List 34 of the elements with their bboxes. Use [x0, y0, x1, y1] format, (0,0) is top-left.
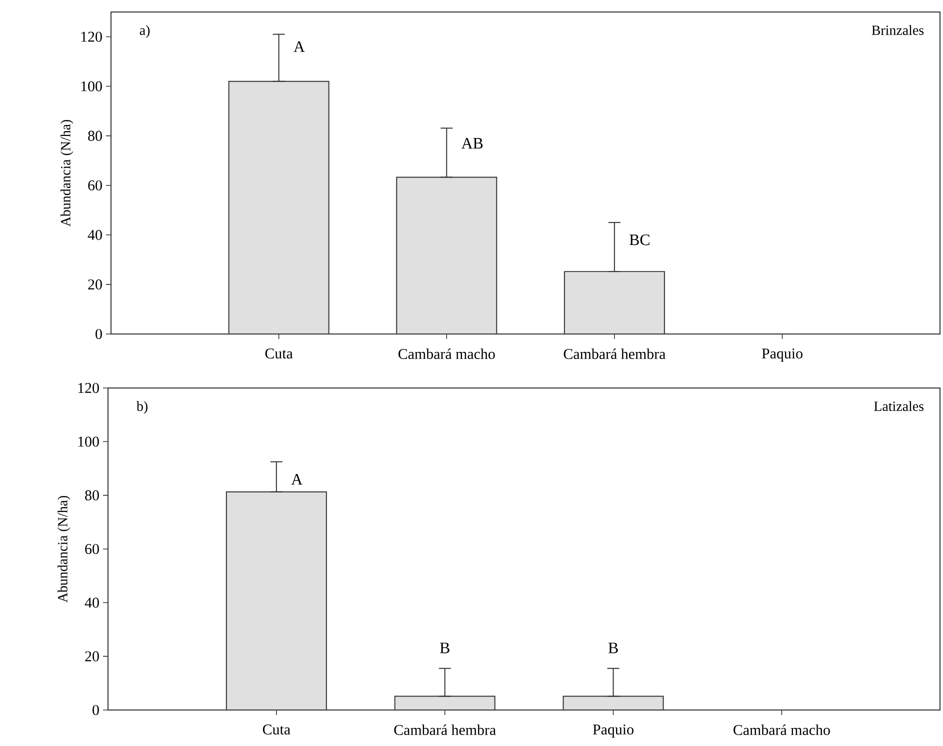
x-tick-label: Cambará macho [734, 724, 830, 736]
y-tick-label: 100 [81, 81, 102, 92]
x-tick-label: Cambará hembra [564, 348, 666, 360]
annotation: b) [136, 401, 148, 414]
x-tick-label: Cambará hembra [394, 724, 496, 736]
annotation: A [294, 41, 305, 52]
y-tick-label: 60 [85, 544, 99, 554]
annotation: Latizales [874, 401, 924, 411]
x-tick-label: Paquio [592, 724, 634, 738]
y-tick-label: 0 [96, 328, 102, 340]
annotation: B [440, 642, 450, 654]
y-tick-label: 20 [85, 651, 99, 662]
annotation: BC [630, 234, 650, 246]
y-tick-label: 80 [88, 130, 102, 141]
annotation: A [291, 474, 302, 484]
x-tick-label: Cuta [262, 724, 290, 735]
y-tick-label: 100 [78, 436, 99, 447]
y-tick-label: 20 [88, 279, 102, 290]
annotation: a) [140, 25, 150, 38]
y-tick-label: 60 [88, 180, 102, 190]
annotation: B [608, 642, 618, 654]
annotation: Brinzales [872, 25, 924, 35]
y-tick-label: 40 [88, 230, 102, 240]
y-tick-label: 40 [84, 598, 99, 608]
y-axis-title: Abundancia (N/ha) [60, 120, 74, 226]
x-tick-label: Cuta [265, 348, 293, 359]
annotation: AB [461, 138, 483, 149]
y-tick-label: 120 [78, 382, 99, 394]
y-tick-label: 120 [81, 32, 102, 42]
x-tick-label: Cambará macho [398, 348, 495, 360]
x-tick-label: Paquio [762, 348, 802, 362]
y-axis-title: Abundancia (N/ha) [58, 496, 70, 602]
y-tick-label: 0 [92, 704, 99, 716]
y-tick-label: 80 [85, 490, 99, 500]
